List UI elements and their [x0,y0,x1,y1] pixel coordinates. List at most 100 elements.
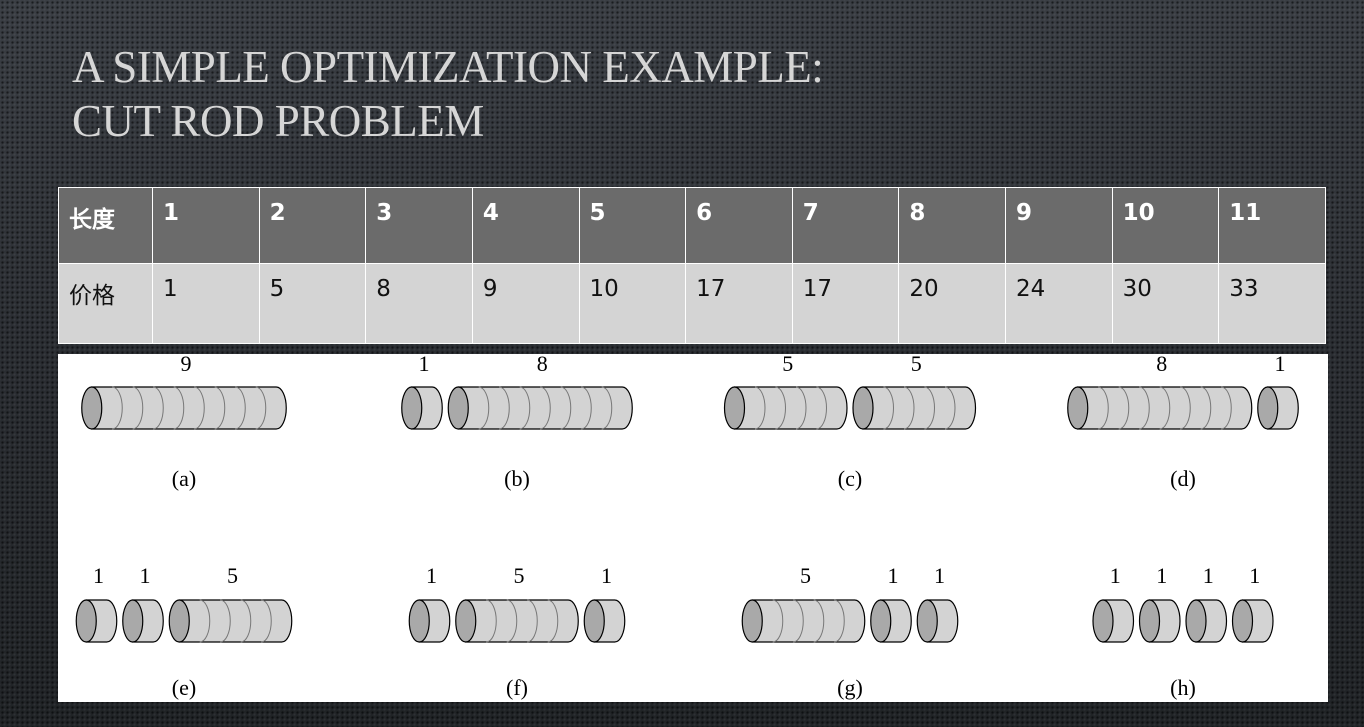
configuration-label: (g) [837,675,863,700]
price-cell: 8 [365,263,473,344]
piece-length-label: 1 [934,563,945,588]
rod-piece: 1 [408,563,451,643]
piece-length-label: 8 [1156,354,1167,376]
price-cell: 17 [791,263,900,344]
rod-segment-line [581,386,592,430]
length-row: 长度 1 2 3 4 5 6 7 8 9 10 11 [58,187,1326,264]
rod-segment-line [255,386,267,430]
price-header: 价格 [58,263,153,344]
rod-segment-line [795,386,807,430]
rod-piece: 1 [1092,563,1135,643]
rod-segment-line [153,386,164,430]
piece-length-label: 1 [140,563,151,588]
cut-configuration: 8 1 (d) [1067,354,1299,491]
configuration-label: (a) [172,466,196,491]
length-cell: 4 [471,187,580,264]
rod-segment-line [813,599,825,643]
cut-configuration: 9 (a) [81,354,287,491]
rod-segment-line [506,599,518,643]
piece-length-label: 1 [426,563,437,588]
length-cell: 6 [685,187,793,264]
rod-segment-line [132,386,144,430]
rod-piece: 5 [741,563,866,643]
piece-length-label: 1 [1249,563,1260,588]
rod-body [465,599,579,643]
price-cell: 17 [685,263,793,344]
length-cell: 1 [152,187,260,264]
piece-length-label: 1 [1110,563,1121,588]
configuration-label: (d) [1170,466,1196,491]
rod-segment-line [261,599,272,643]
rod-cutting-svg: 9(a)1 8(b)5 5(c)8 1(d)1 1 5(e)1 5 1(f)5 1 1(g)1 1 1… [75,354,1299,700]
rod-segment-line [540,386,551,430]
rod-segment-line [834,599,845,643]
rod-segment-line [944,386,956,430]
rod-piece: 5 [723,354,848,430]
rod-end-cap [1092,599,1114,643]
rod-segment-line [1180,386,1191,430]
piece-length-label: 1 [93,563,104,588]
rod-end-cap [741,599,763,643]
piece-length-label: 1 [601,563,612,588]
rod-segment-line [601,386,613,430]
length-cell: 9 [1005,187,1113,264]
cut-configuration: 1 1 5 (e) [75,563,293,700]
rod-end-cap [1185,599,1207,643]
length-cell: 8 [898,187,1006,264]
rod-segment-line [240,599,252,643]
length-cell: 5 [578,187,687,264]
rod-body [457,386,633,430]
rod-segment-line [924,386,935,430]
rod-segment-line [560,386,572,430]
rod-end-cap [81,386,103,430]
rod-piece: 1 [916,563,959,643]
configuration-label: (f) [506,675,528,700]
price-cell: 9 [471,263,580,344]
title-line-1: A SIMPLE OPTIMIZATION EXAMPLE: [72,42,824,92]
rod-piece: 1 [1257,354,1299,430]
rod-segment-line [194,386,205,430]
rod-end-cap [447,386,469,430]
rod-piece: 1 [401,354,443,430]
rod-piece: 1 [1185,563,1228,643]
rod-segment-line [527,599,538,643]
price-table: 长度 1 2 3 4 5 6 7 8 9 10 11 价格 1 5 8 9 10… [58,187,1326,344]
rod-segment-line [754,386,766,430]
rod-piece: 8 [1067,354,1253,430]
piece-length-label: 5 [800,563,811,588]
rod-piece: 1 [1138,563,1181,643]
piece-length-label: 1 [419,354,430,376]
price-row: 价格 1 5 8 9 10 17 17 20 24 30 33 [58,263,1326,344]
price-cell: 20 [898,263,1006,344]
rod-segment-line [112,386,123,430]
rod-segment-line [499,386,510,430]
piece-length-label: 1 [1203,563,1214,588]
rod-segment-line [772,599,784,643]
cut-configuration: 1 5 1 (f) [408,563,626,700]
configuration-label: (c) [838,466,862,491]
piece-length-label: 8 [537,354,548,376]
cut-configuration: 1 8 (b) [401,354,633,491]
length-cell: 11 [1218,187,1326,264]
rod-segment-line [793,599,804,643]
rod-piece: 1 [122,563,164,643]
price-cell: 33 [1218,263,1326,344]
rod-end-cap [1067,386,1089,430]
rod-piece: 5 [852,354,977,430]
rod-segment-line [1159,386,1171,430]
rod-segment-line [478,386,490,430]
piece-length-label: 1 [1275,354,1286,376]
rod-piece: 1 [870,563,912,643]
rod-piece: 1 [583,563,626,643]
rod-end-cap [1231,599,1254,643]
rod-end-cap [583,599,605,643]
rod-piece: 9 [81,354,287,430]
rod-segment-line [235,386,246,430]
rod-segment-line [1139,386,1150,430]
rod-segment-line [486,599,497,643]
cut-configuration: 5 1 1 (g) [741,563,959,700]
price-cell: 10 [578,263,687,344]
rod-end-cap [1257,386,1279,430]
rod-segment-line [220,599,231,643]
rod-segment-line [173,386,185,430]
